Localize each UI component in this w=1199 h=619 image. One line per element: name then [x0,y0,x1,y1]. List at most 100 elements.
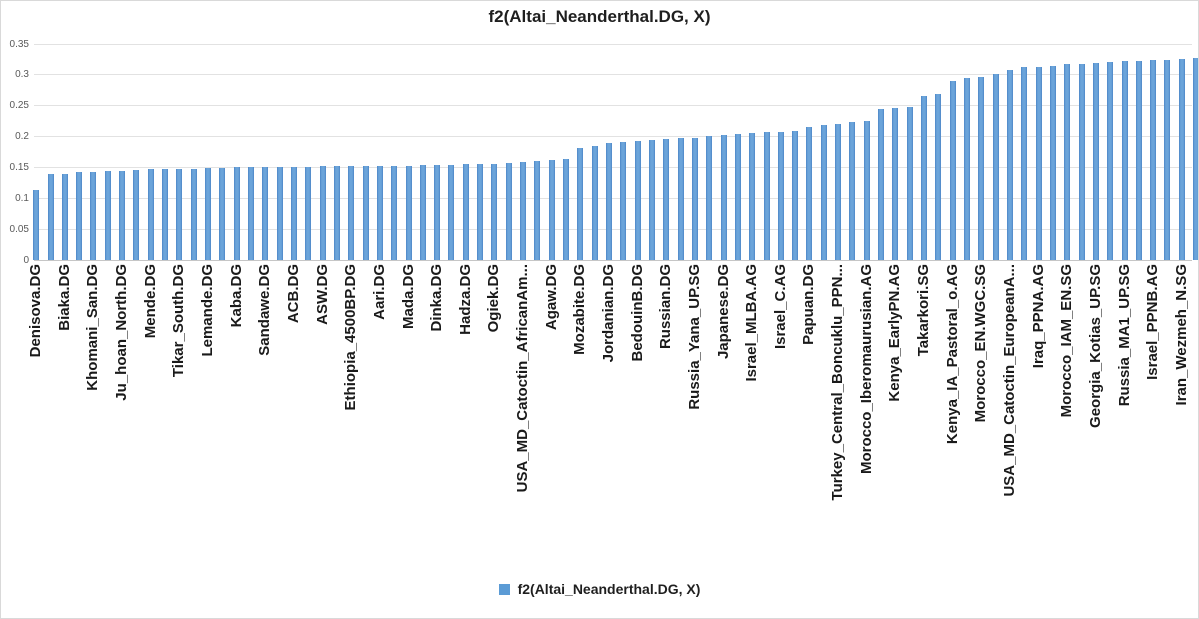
bar[interactable] [205,168,212,260]
bar[interactable] [262,167,269,260]
bar[interactable] [677,138,684,260]
x-category-label: Hadza.DG [456,264,474,335]
bar[interactable] [505,163,512,260]
y-tick-label: 0.05 [9,223,29,235]
bar[interactable] [90,171,97,260]
bar[interactable] [878,108,885,260]
x-category-label: Georgia_Kotias_UP.SG [1086,264,1104,428]
bar[interactable] [1049,65,1056,260]
bar[interactable] [1193,58,1198,260]
bar[interactable] [1135,60,1142,260]
bar[interactable] [348,166,355,260]
bar[interactable] [233,167,240,260]
bar[interactable] [333,166,340,260]
bar[interactable] [1107,61,1114,260]
bar[interactable] [563,158,570,260]
bar[interactable] [133,169,140,260]
bar[interactable] [276,166,283,260]
bar[interactable] [577,148,584,260]
bar[interactable] [47,174,54,260]
bar[interactable] [1035,66,1042,260]
bar[interactable] [61,173,68,260]
bar[interactable] [935,93,942,260]
x-category-label: Morocco_EN.WGC.SG [972,264,990,423]
bar[interactable] [319,166,326,260]
bar[interactable] [606,143,612,260]
bar[interactable] [1006,69,1013,260]
bar[interactable] [176,168,183,260]
bar[interactable] [992,73,999,260]
bar[interactable] [1150,60,1157,260]
bar[interactable] [76,172,83,260]
bar[interactable] [376,165,383,260]
bar[interactable] [534,161,541,260]
legend-swatch-icon [498,583,510,595]
x-category-label: BedouinB.DG [628,264,646,362]
bar[interactable] [434,164,441,260]
bar[interactable] [477,164,484,260]
bar[interactable] [706,135,713,260]
bar[interactable] [405,165,412,260]
y-tick-label: 0.15 [9,161,29,173]
bar[interactable] [749,133,756,260]
bar[interactable] [1021,67,1028,260]
bar[interactable] [1064,64,1071,260]
bar[interactable] [691,137,698,260]
gridline [34,43,1192,45]
bar[interactable] [820,124,827,260]
bar[interactable] [1178,59,1185,260]
x-category-label: Morocco_Iberomaurusian.AG [857,264,875,475]
bar[interactable] [792,131,799,260]
bar[interactable] [777,131,784,260]
bar[interactable] [591,145,598,260]
bar[interactable] [362,166,369,260]
bar[interactable] [448,164,455,260]
bar[interactable] [648,139,655,260]
bar[interactable] [1078,63,1085,260]
bar[interactable] [964,77,970,260]
bar[interactable] [892,107,899,260]
bar[interactable] [548,160,555,260]
bar[interactable] [190,168,197,260]
x-category-label: Sandawe.DG [256,264,274,356]
bar[interactable] [863,121,870,260]
bar[interactable] [921,96,928,260]
bar[interactable] [104,171,111,260]
bar[interactable] [949,81,956,260]
bar[interactable] [391,165,398,260]
bar[interactable] [1092,63,1099,260]
y-tick-label: 0.35 [9,38,29,50]
bar[interactable] [620,142,627,260]
legend[interactable]: f2(Altai_Neanderthal.DG, X) [1,581,1198,597]
bar[interactable] [162,169,169,260]
bar[interactable] [1121,60,1128,260]
bar[interactable] [147,169,154,260]
bar[interactable] [419,164,426,260]
y-tick-label: 0 [23,254,29,266]
x-category-label: Ju_hoan_North.DG [113,264,131,401]
bar[interactable] [491,163,498,260]
bar[interactable] [219,168,226,260]
bar[interactable] [849,122,856,260]
bar[interactable] [520,162,527,260]
bar[interactable] [978,76,985,260]
bar[interactable] [1164,60,1171,260]
bar[interactable] [906,106,913,260]
bar[interactable] [462,164,469,260]
bar[interactable] [119,170,126,260]
bar[interactable] [290,166,297,260]
bar[interactable] [835,123,842,260]
x-category-label: Ethiopia_4500BP.DG [342,264,360,411]
bar[interactable] [720,134,727,260]
bar[interactable] [663,139,670,260]
bar[interactable] [763,132,770,260]
bar[interactable] [806,126,813,260]
gridline [34,228,1192,230]
y-tick-label: 0.1 [15,192,29,204]
bar[interactable] [248,167,254,260]
bar[interactable] [634,140,641,260]
bar[interactable] [33,190,40,260]
bar[interactable] [305,166,312,260]
bar[interactable] [734,134,741,260]
